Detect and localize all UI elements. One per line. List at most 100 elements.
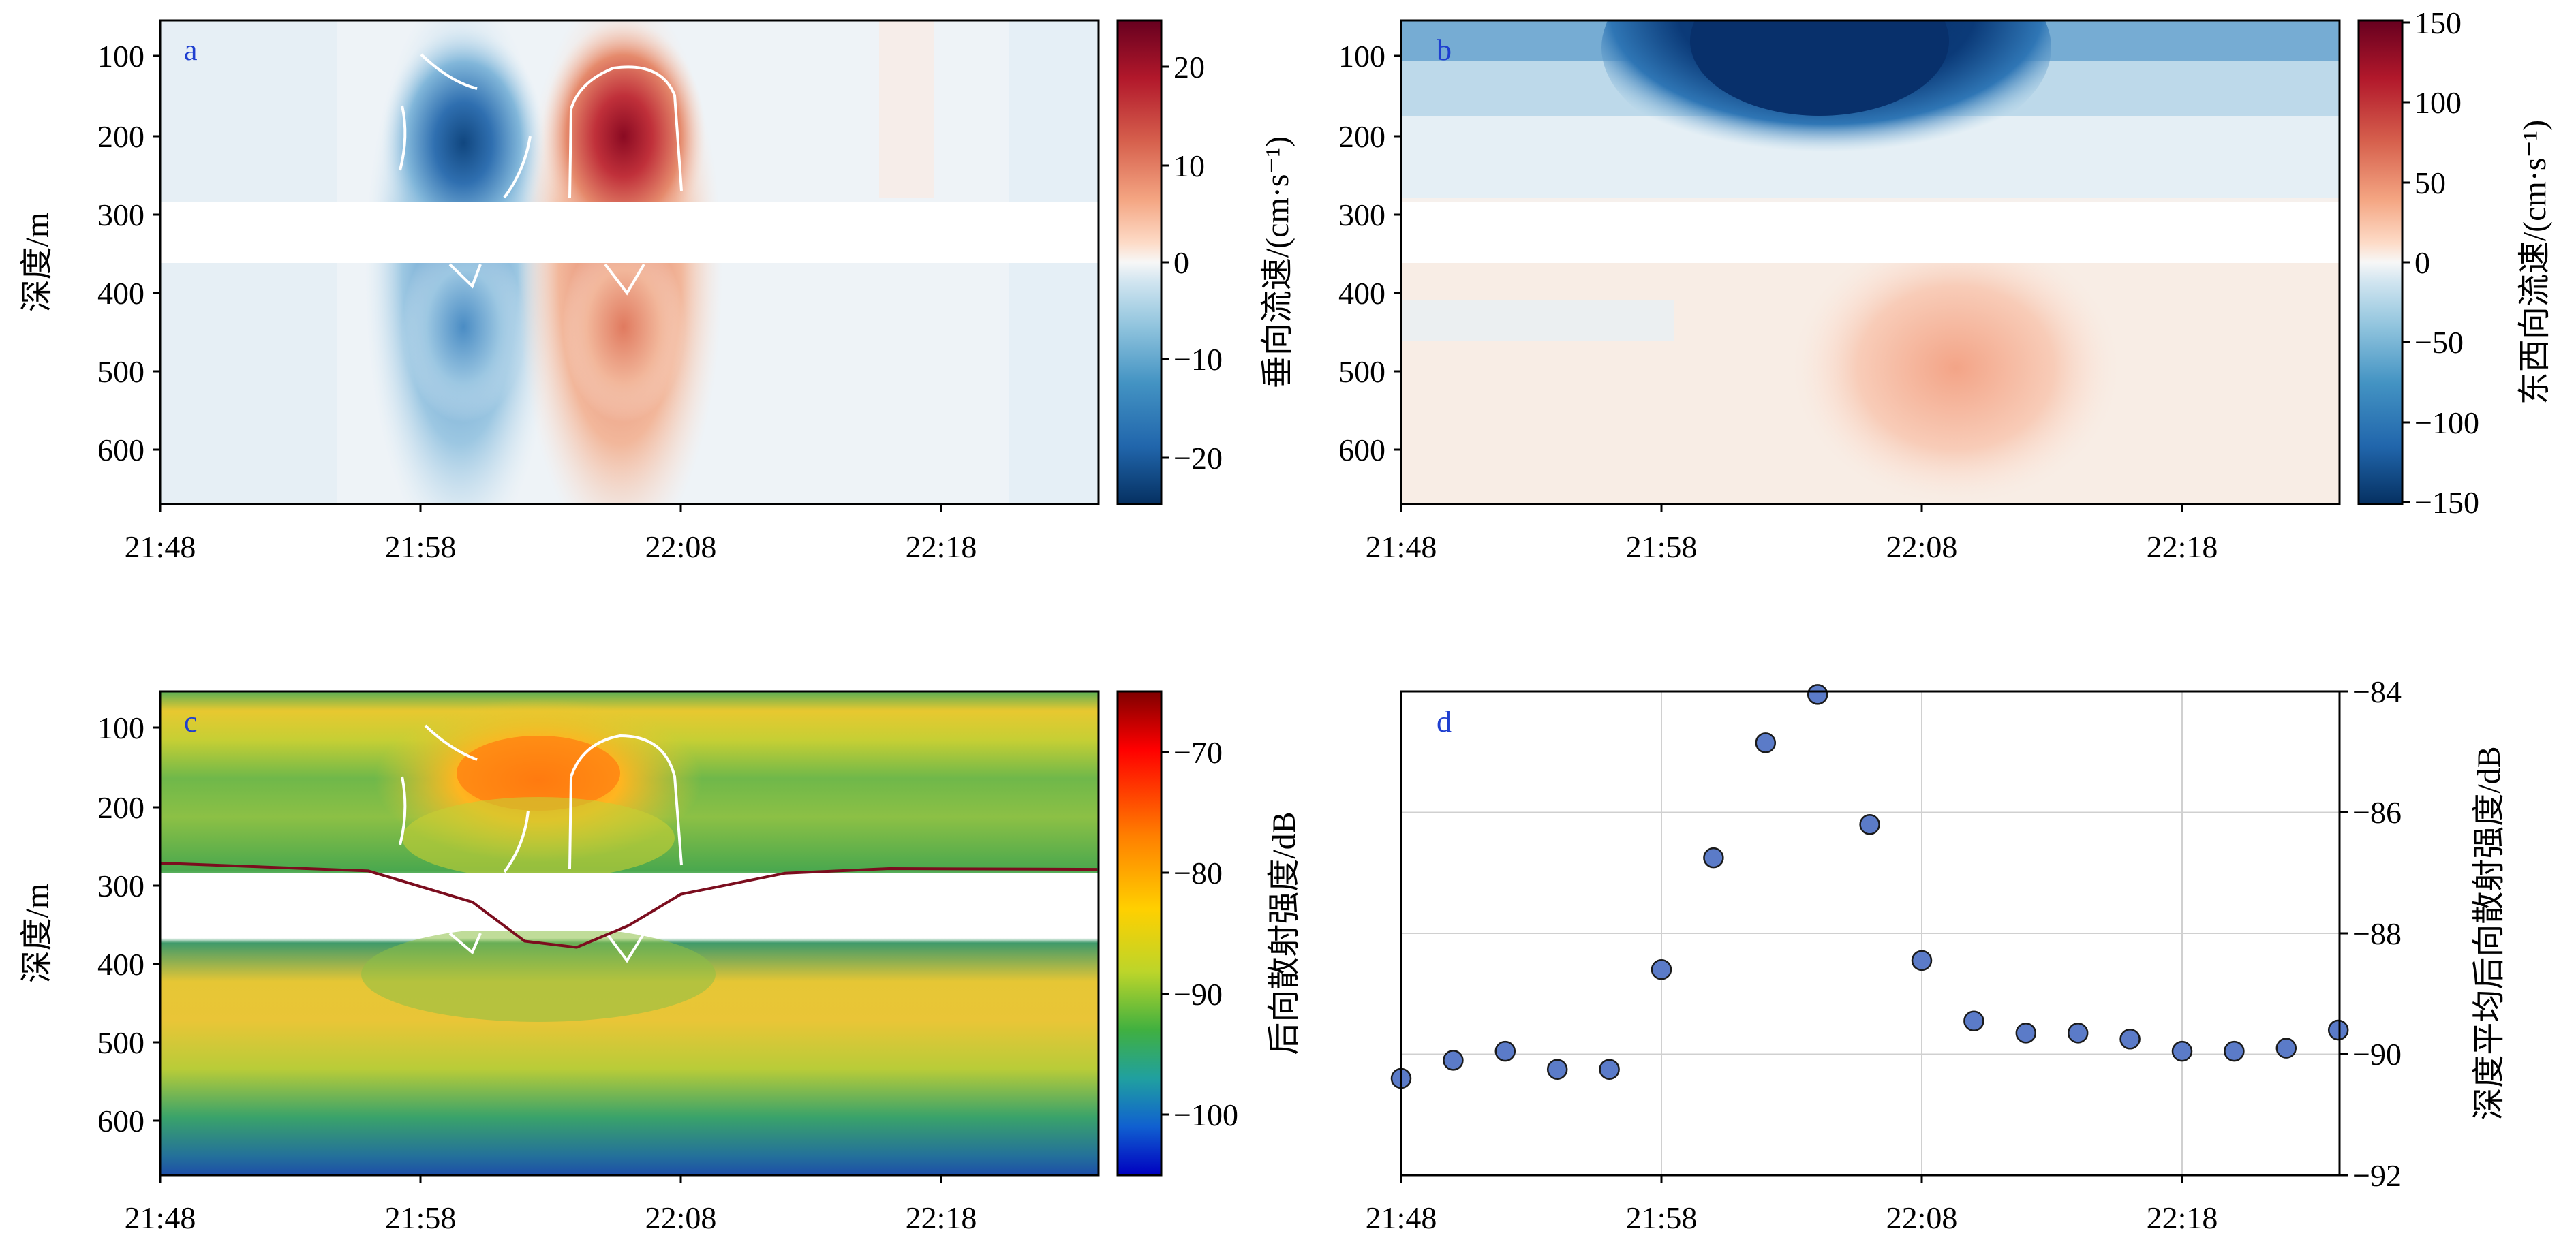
colorbar-tick-label: 20 <box>1174 50 1205 84</box>
no-data-band <box>160 202 1099 263</box>
contours-c <box>399 724 683 963</box>
colorbar-tick-label: 150 <box>2414 5 2462 40</box>
y-tick-label: 600 <box>1338 433 1385 467</box>
panel-d: d −84 −86 −88 −90 −92 深度平均后向散射强度/dB <box>1366 674 2507 1235</box>
scatter-point <box>2067 1023 2089 1044</box>
panel-b-frame <box>1400 19 2341 505</box>
colorbar-title: 垂向流速/(cm·s⁻¹) <box>1259 136 1295 388</box>
scatter-point <box>1599 1059 1620 1080</box>
panel-c-frame <box>159 690 1100 1177</box>
panel-a-frame <box>159 19 1100 505</box>
y-tick-label: 300 <box>97 869 144 903</box>
x-tick-label: 21:58 <box>385 1200 457 1235</box>
y-tick-label: 500 <box>97 1025 144 1060</box>
x-tick-label: 22:18 <box>906 529 977 564</box>
x-tick-label: 21:58 <box>385 529 457 564</box>
y-tick-label: 200 <box>1338 119 1385 154</box>
colorbar-tick-label: −100 <box>1174 1097 1238 1132</box>
colorbar-tick-label: 0 <box>2414 245 2430 280</box>
panel-a-field <box>160 20 1099 504</box>
panel-b-field <box>1401 20 2340 504</box>
scatter-point <box>1546 1059 1568 1080</box>
y-tick-label: 400 <box>97 947 144 982</box>
panel-c-label: c <box>184 705 198 738</box>
colorbar-tick-label: −20 <box>1174 441 1223 476</box>
y-tick-label: 200 <box>97 119 144 154</box>
scatter-point <box>1859 814 1880 835</box>
y-tick-label: 500 <box>1338 354 1385 389</box>
scatter-point <box>1755 732 1777 753</box>
x-tick-label: 21:48 <box>125 1200 196 1235</box>
colorbar-b: 150 100 50 0 −50 −100 −150 东西向流速/(cm·s⁻¹… <box>2357 5 2553 520</box>
panel-b: b 100 200 300 400 500 600 <box>1338 5 2553 564</box>
y-tick-label: −84 <box>2352 674 2402 709</box>
scatter-point <box>1651 959 1672 980</box>
panel-c-field <box>160 691 1099 1175</box>
scatter-point <box>2224 1040 2245 1062</box>
panel-b-label: b <box>1437 33 1452 67</box>
panel-d-x-axis: 21:48 21:58 22:08 22:18 <box>1366 1175 2218 1235</box>
panel-b-y-axis: 100 200 300 400 500 600 <box>1338 39 1401 467</box>
panel-d-label: d <box>1437 705 1452 738</box>
y-tick-label: −90 <box>2352 1037 2402 1072</box>
y-axis-title: 深度/m <box>19 884 55 984</box>
y-tick-label: 200 <box>97 790 144 825</box>
series-line <box>159 861 1098 949</box>
y-tick-label: 500 <box>97 354 144 389</box>
x-tick-label: 22:18 <box>2147 1200 2218 1235</box>
scatter-points <box>1390 684 2349 1089</box>
colorbar-tick-label: −10 <box>1174 342 1223 377</box>
scatter-point <box>1807 684 1828 705</box>
panel-d-y-axis: −84 −86 −88 −90 −92 深度平均后向散射强度/dB <box>2340 674 2507 1193</box>
panel-c-y-axis: 100 200 300 400 500 600 深度/m <box>19 711 160 1138</box>
y-tick-label: 300 <box>97 198 144 232</box>
scatter-point <box>2119 1029 2141 1050</box>
scatter-point <box>2327 1019 2349 1041</box>
x-tick-label: 22:08 <box>645 529 717 564</box>
panel-b-x-axis: 21:48 21:58 22:08 22:18 <box>1366 504 2218 564</box>
colorbar-tick-label: −90 <box>1174 977 1223 1012</box>
scatter-point <box>1703 847 1724 869</box>
y-tick-label: −86 <box>2352 795 2402 830</box>
scatter-point <box>2275 1038 2297 1059</box>
panel-a: a 100 200 300 400 500 600 深度/m <box>19 19 1295 564</box>
x-tick-label: 21:58 <box>1626 1200 1698 1235</box>
x-tick-label: 22:18 <box>906 1200 977 1235</box>
colorbar-title: 东西向流速/(cm·s⁻¹) <box>2517 120 2553 405</box>
panel-a-y-axis: 100 200 300 400 500 600 深度/m <box>19 39 160 467</box>
colorbar-tick-label: 10 <box>1174 149 1205 183</box>
colorbar-tick-label: 50 <box>2414 166 2446 200</box>
colorbar-tick-label: −100 <box>2414 405 2479 440</box>
panel-c-x-axis: 21:48 21:58 22:08 22:18 <box>125 1175 977 1235</box>
colorbar-tick-label: −150 <box>2414 485 2479 520</box>
x-tick-label: 22:08 <box>1886 529 1958 564</box>
y-tick-label: 100 <box>97 39 144 74</box>
colorbar-a: 20 10 0 −10 −20 垂向流速/(cm·s⁻¹) <box>1116 19 1295 505</box>
colorbar-tick-label: −70 <box>1174 735 1223 770</box>
scatter-point <box>1494 1040 1516 1062</box>
panel-a-x-axis: 21:48 21:58 22:08 22:18 <box>125 504 977 564</box>
colorbar-tick-label: −80 <box>1174 856 1223 890</box>
y-tick-label: 300 <box>1338 198 1385 232</box>
panel-a-label: a <box>184 33 198 67</box>
y-tick-label: 400 <box>97 276 144 311</box>
colorbar-c: −70 −80 −90 −100 后向散射强度/dB <box>1116 690 1302 1177</box>
y-tick-label: −88 <box>2352 916 2402 951</box>
y-tick-label: 100 <box>1338 39 1385 74</box>
y-axis-title: 深度平均后向散射强度/dB <box>2471 746 2507 1120</box>
y-tick-label: 400 <box>1338 276 1385 311</box>
scatter-point <box>1443 1050 1464 1071</box>
scatter-point <box>2171 1040 2193 1062</box>
colorbar-title: 后向散射强度/dB <box>1266 811 1302 1055</box>
scatter-point <box>2015 1023 2037 1044</box>
colorbar-tick-label: 0 <box>1174 245 1189 280</box>
x-tick-label: 22:18 <box>2147 529 2218 564</box>
x-tick-label: 22:08 <box>1886 1200 1958 1235</box>
x-tick-label: 21:48 <box>1366 1200 1437 1235</box>
y-tick-label: 600 <box>97 433 144 467</box>
scatter-point <box>1911 950 1933 971</box>
scatter-point <box>1963 1010 1984 1031</box>
colorbar-tick-label: 100 <box>2414 85 2462 120</box>
y-tick-label: −92 <box>2352 1158 2402 1193</box>
